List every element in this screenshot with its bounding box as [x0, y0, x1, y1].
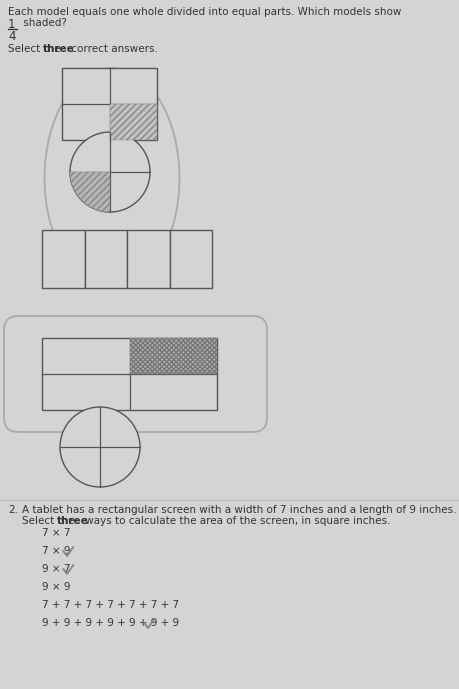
Text: 7 × 9: 7 × 9	[42, 546, 71, 556]
Bar	[129, 338, 217, 374]
Bar	[84, 230, 127, 288]
Text: ways to calculate the area of the screen, in square inches.: ways to calculate the area of the screen…	[82, 516, 390, 526]
Bar	[42, 338, 217, 410]
Circle shape	[60, 407, 140, 487]
Text: A tablet has a rectangular screen with a width of 7 inches and a length of 9 inc: A tablet has a rectangular screen with a…	[22, 505, 457, 515]
Text: 9 + 9 + 9 + 9 + 9 + 9 + 9: 9 + 9 + 9 + 9 + 9 + 9 + 9	[42, 618, 179, 628]
Bar	[169, 230, 212, 288]
Text: 9 × 7: 9 × 7	[42, 564, 71, 574]
Wedge shape	[70, 172, 110, 212]
Text: shaded?: shaded?	[20, 18, 67, 28]
Text: 7 + 7 + 7 + 7 + 7 + 7 + 7: 7 + 7 + 7 + 7 + 7 + 7 + 7	[42, 600, 179, 610]
Text: 1: 1	[8, 18, 16, 31]
Text: 2.: 2.	[8, 505, 18, 515]
Circle shape	[70, 132, 150, 212]
Bar	[127, 230, 169, 288]
Text: 4: 4	[8, 30, 16, 43]
Text: 7 × 7: 7 × 7	[42, 528, 71, 538]
Text: three: three	[43, 44, 75, 54]
Bar	[42, 230, 84, 288]
Bar	[62, 68, 157, 140]
Text: Select the: Select the	[22, 516, 78, 526]
Text: correct answers.: correct answers.	[68, 44, 158, 54]
Text: Each model equals one whole divided into equal parts. Which models show: Each model equals one whole divided into…	[8, 7, 401, 17]
Bar	[110, 104, 157, 140]
Text: three: three	[57, 516, 89, 526]
Text: Select the: Select the	[8, 44, 64, 54]
Text: 9 × 9: 9 × 9	[42, 582, 71, 592]
